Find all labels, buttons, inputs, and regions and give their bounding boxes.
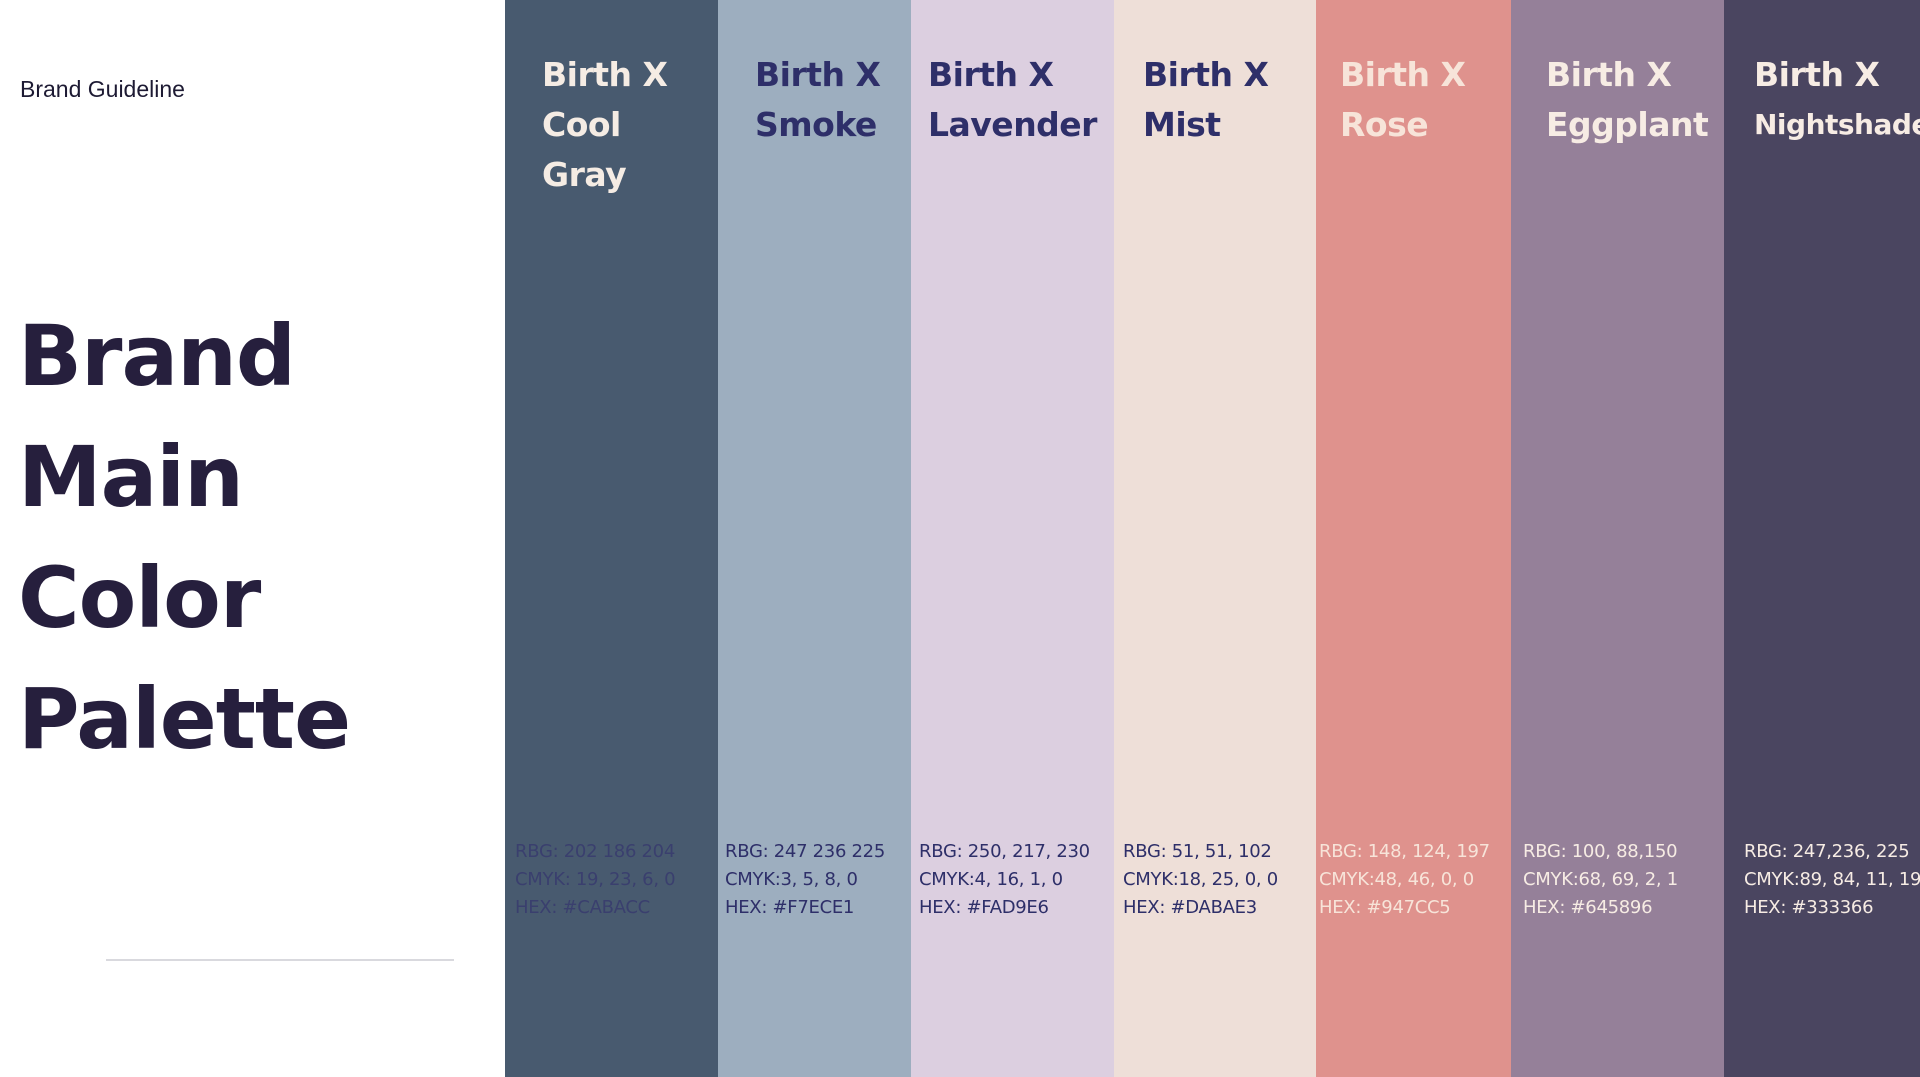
swatch-name-line: Birth X [1546,55,1672,94]
hex-value: HEX: #947CC5 [1319,897,1451,918]
cmyk-value: CMYK:3, 5, 8, 0 [725,869,858,890]
swatch-name: Birth X Eggplant [1546,50,1709,150]
rgb-value: RBG: 148, 124, 197 [1319,841,1490,862]
title-line: Main [18,428,244,526]
swatch-specs: RBG: 247 236 225 CMYK:3, 5, 8, 0 HEX: #F… [725,838,885,922]
rgb-value: RBG: 250, 217, 230 [919,841,1090,862]
swatch-specs: RBG: 100, 88,150 CMYK:68, 69, 2, 1 HEX: … [1523,838,1678,922]
swatch-name-line: Mist [1143,105,1221,144]
swatch-name-line: Birth X [1143,55,1269,94]
swatch-name: Birth X Mist [1143,50,1269,150]
swatch-name: Birth X Smoke [755,50,881,150]
swatch-name-line: Nightshade [1754,108,1920,141]
swatch-name-line: Cool [542,105,621,144]
hex-value: HEX: #F7ECE1 [725,897,855,918]
swatch-name-line: Lavender [928,105,1097,144]
swatch-name: Birth X Lavender [928,50,1097,150]
swatch-specs: RBG: 202 186 204 CMYK: 19, 23, 6, 0 HEX:… [515,838,676,922]
swatch-specs: RBG: 247,236, 225 CMYK:89, 84, 11, 19 HE… [1744,838,1920,922]
swatch-name-line: Birth X [1754,55,1880,94]
rgb-value: RBG: 247 236 225 [725,841,885,862]
swatch-specs: RBG: 51, 51, 102 CMYK:18, 25, 0, 0 HEX: … [1123,838,1278,922]
swatch-eggplant: Birth X Eggplant RBG: 100, 88,150 CMYK:6… [1511,0,1724,1077]
hex-value: HEX: #FAD9E6 [919,897,1049,918]
swatch-specs: RBG: 250, 217, 230 CMYK:4, 16, 1, 0 HEX:… [919,838,1090,922]
title-line: Color [18,549,261,647]
color-swatches: Birth X Cool Gray RBG: 202 186 204 CMYK:… [505,0,1920,1077]
swatch-smoke: Birth X Smoke RBG: 247 236 225 CMYK:3, 5… [718,0,911,1077]
swatch-name-line: Gray [542,155,627,194]
left-panel: Brand Guideline Brand Main Color Palette [0,0,505,1077]
swatch-name-line: Birth X [755,55,881,94]
hex-value: HEX: #333366 [1744,897,1874,918]
rgb-value: RBG: 51, 51, 102 [1123,841,1272,862]
swatch-name-line: Eggplant [1546,105,1709,144]
rgb-value: RBG: 100, 88,150 [1523,841,1678,862]
swatch-mist: Birth X Mist RBG: 51, 51, 102 CMYK:18, 2… [1114,0,1316,1077]
swatch-rose: Birth X Rose RBG: 148, 124, 197 CMYK:48,… [1316,0,1511,1077]
swatch-name: Birth X Cool Gray [542,50,668,200]
swatch-name-line: Rose [1340,105,1429,144]
cmyk-value: CMYK:18, 25, 0, 0 [1123,869,1278,890]
swatch-cool-gray: Birth X Cool Gray RBG: 202 186 204 CMYK:… [505,0,718,1077]
cmyk-value: CMYK:4, 16, 1, 0 [919,869,1063,890]
title-line: Palette [18,670,351,768]
hex-value: HEX: #CABACC [515,897,650,918]
page-title: Brand Main Color Palette [18,296,351,780]
swatch-name: Birth X Rose [1340,50,1466,150]
swatch-name-line: Smoke [755,105,877,144]
swatch-name-line: Birth X [1340,55,1466,94]
hex-value: HEX: #DABAE3 [1123,897,1257,918]
swatch-nightshade: Birth X Nightshade RBG: 247,236, 225 CMY… [1724,0,1920,1077]
rgb-value: RBG: 247,236, 225 [1744,841,1910,862]
rgb-value: RBG: 202 186 204 [515,841,675,862]
swatch-name-line: Birth X [928,55,1054,94]
swatch-lavender: Birth X Lavender RBG: 250, 217, 230 CMYK… [911,0,1114,1077]
cmyk-value: CMYK:68, 69, 2, 1 [1523,869,1678,890]
swatch-name-line: Birth X [542,55,668,94]
cmyk-value: CMYK: 19, 23, 6, 0 [515,869,676,890]
divider [106,959,454,961]
swatch-specs: RBG: 148, 124, 197 CMYK:48, 46, 0, 0 HEX… [1319,838,1490,922]
cmyk-value: CMYK:48, 46, 0, 0 [1319,869,1474,890]
cmyk-value: CMYK:89, 84, 11, 19 [1744,869,1920,890]
swatch-name: Birth X Nightshade [1754,50,1920,150]
hex-value: HEX: #645896 [1523,897,1653,918]
brand-guideline-label: Brand Guideline [20,76,185,102]
title-line: Brand [18,307,296,405]
